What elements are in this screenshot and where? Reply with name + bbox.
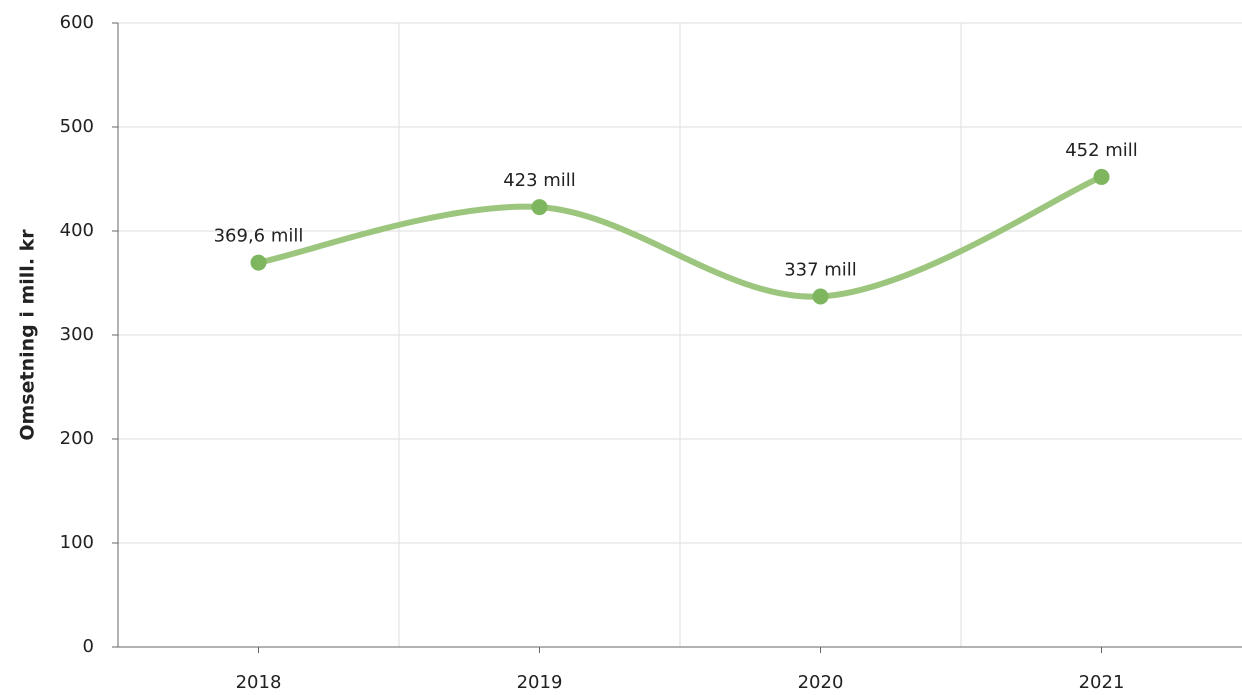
y-tick-label: 300	[60, 324, 94, 345]
data-label: 423 mill	[503, 170, 576, 191]
x-tick-label: 2019	[517, 672, 563, 693]
y-tick-label: 0	[83, 636, 94, 657]
y-tick-label: 100	[60, 532, 94, 553]
data-label: 369,6 mill	[214, 226, 304, 247]
marker	[250, 254, 267, 271]
x-tick-label: 2020	[798, 672, 844, 693]
marker	[531, 199, 548, 216]
x-tick-label: 2021	[1079, 672, 1125, 693]
marker	[1093, 168, 1110, 185]
line	[255, 173, 1105, 300]
data-label: 337 mill	[784, 260, 857, 281]
y-tick-label: 500	[60, 116, 94, 137]
y-tick-label: 400	[60, 220, 94, 241]
marker	[812, 288, 829, 305]
y-tick-label: 200	[60, 428, 94, 449]
y-axis-label: Omsetning i mill. kr	[17, 229, 39, 441]
x-tick-label: 2018	[236, 672, 282, 693]
y-tick-label: 600	[60, 12, 94, 33]
data-label: 452 mill	[1065, 140, 1138, 161]
